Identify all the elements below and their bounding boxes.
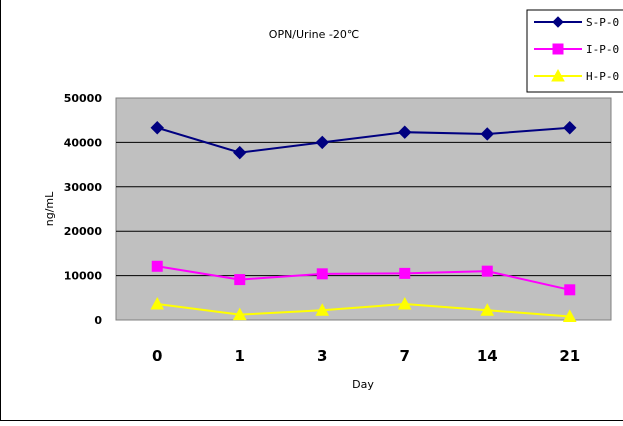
- data-point-triangle: [551, 68, 565, 82]
- data-point-diamond: [563, 121, 577, 135]
- chart-title: OPN/Urine -20℃: [269, 28, 359, 41]
- x-tick-label: 21: [559, 347, 580, 365]
- data-point-diamond: [315, 135, 329, 150]
- gridlines: [116, 141, 611, 277]
- series-i-p-0: [151, 260, 576, 296]
- data-point-triangle: [562, 309, 577, 322]
- x-tick-label: 7: [400, 347, 410, 365]
- y-tick-label: 40000: [64, 136, 103, 149]
- data-point-triangle: [397, 296, 412, 310]
- legend-label: I-P-0: [586, 43, 619, 56]
- data-point-square: [399, 267, 411, 279]
- legend-items: S-P-0 I-P-0 H-P-0: [534, 16, 619, 83]
- x-tick-label: 1: [235, 347, 245, 365]
- y-tick-label: 0: [94, 314, 102, 327]
- x-tick-label: 3: [317, 347, 327, 365]
- legend-item-i-p-0: I-P-0: [534, 43, 619, 56]
- data-point-square: [316, 268, 328, 280]
- x-tick-label: 14: [477, 347, 498, 365]
- data-point-diamond: [552, 16, 564, 28]
- legend-box: [526, 9, 623, 93]
- series-h-p-0: [150, 296, 577, 322]
- series-line: [157, 265, 570, 291]
- data-point-diamond: [480, 127, 494, 141]
- x-axis-ticks: 0 1 3 7 14 21: [152, 347, 580, 365]
- series-s-p-0: [150, 121, 577, 160]
- y-tick-label: 10000: [64, 270, 103, 283]
- data-point-diamond: [233, 145, 247, 160]
- data-point-square: [234, 274, 246, 286]
- data-point-square: [481, 265, 493, 277]
- data-point-triangle: [480, 303, 495, 316]
- x-axis-label: Day: [352, 378, 374, 391]
- data-point-triangle: [150, 296, 165, 310]
- y-tick-label: 30000: [64, 181, 103, 194]
- legend-item-h-p-0: H-P-0: [534, 68, 619, 83]
- data-point-square: [151, 260, 163, 272]
- data-point-diamond: [398, 125, 412, 139]
- data-point-diamond: [150, 121, 164, 135]
- series-line: [157, 303, 570, 318]
- y-tick-label: 50000: [64, 92, 103, 105]
- data-point-triangle: [315, 303, 330, 316]
- y-tick-label: 20000: [64, 225, 103, 238]
- data-point-square: [552, 43, 564, 55]
- series-line: [156, 126, 570, 154]
- plot-area: [115, 97, 612, 321]
- legend-label: S-P-0: [586, 16, 619, 29]
- legend-label: H-P-0: [586, 70, 619, 83]
- legend: S-P-0 I-P-0 H-P-0: [526, 9, 623, 93]
- legend-item-s-p-0: S-P-0: [534, 16, 619, 29]
- data-point-triangle: [232, 307, 247, 321]
- y-axis-ticks: 0 10000 20000 30000 40000 50000: [64, 92, 103, 327]
- series-group: [150, 121, 577, 322]
- x-tick-label: 0: [152, 347, 162, 365]
- data-point-square: [564, 284, 576, 296]
- y-axis-label: ng/mL: [43, 191, 56, 226]
